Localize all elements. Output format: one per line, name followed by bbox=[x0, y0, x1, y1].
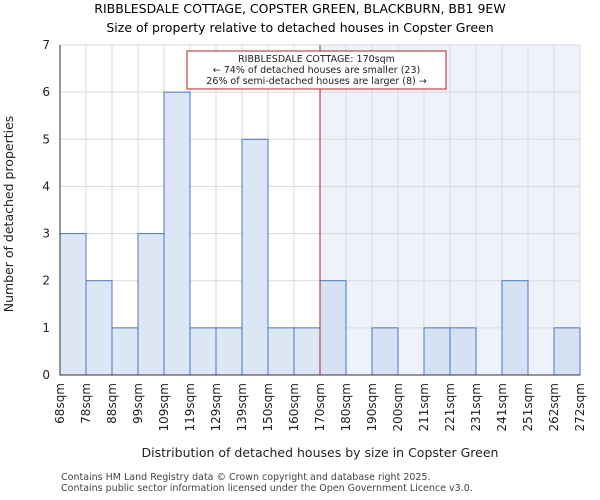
bar bbox=[449, 327, 477, 376]
x-tick-label: 221sqm bbox=[443, 383, 457, 431]
x-tick-label: 119sqm bbox=[183, 383, 197, 431]
bar bbox=[293, 327, 321, 376]
x-tick-label: 78sqm bbox=[79, 383, 93, 424]
x-tick-label: 200sqm bbox=[391, 383, 405, 431]
bar bbox=[137, 233, 165, 376]
x-tick-label: 180sqm bbox=[339, 383, 353, 431]
annotation-text: 26% of semi-detached houses are larger (… bbox=[206, 76, 426, 87]
annotation-text: ← 74% of detached houses are smaller (23… bbox=[213, 65, 420, 76]
y-tick-label: 0 bbox=[42, 368, 50, 382]
y-tick-label: 5 bbox=[42, 132, 50, 146]
y-tick-label: 6 bbox=[42, 85, 50, 99]
x-axis-label: Distribution of detached houses by size … bbox=[142, 445, 499, 460]
bar bbox=[163, 91, 191, 376]
bar bbox=[111, 327, 139, 376]
bar bbox=[59, 233, 87, 376]
bar bbox=[241, 138, 269, 376]
x-tick-label: 129sqm bbox=[209, 383, 223, 431]
bar bbox=[85, 280, 113, 376]
plot-area: 0 1 2 3 4 5 6 7 68sqm 78sqm 88sqm 99sqm 109sqm 119sqm… bbox=[42, 38, 587, 431]
bar bbox=[267, 327, 295, 376]
y-tick-label: 2 bbox=[42, 274, 50, 288]
x-tick-label: 190sqm bbox=[365, 383, 379, 431]
x-tick-label: 262sqm bbox=[547, 383, 561, 431]
footer-line-1: Contains HM Land Registry data © Crown c… bbox=[61, 472, 431, 483]
y-axis-label: Number of detached properties bbox=[1, 116, 16, 313]
x-tick-label: 241sqm bbox=[495, 383, 509, 431]
x-tick-label: 231sqm bbox=[469, 383, 483, 431]
x-tick-label: 251sqm bbox=[521, 383, 535, 431]
y-tick-label: 7 bbox=[42, 38, 50, 52]
x-tick-label: 150sqm bbox=[261, 383, 275, 431]
x-tick-label: 272sqm bbox=[573, 383, 587, 431]
bar bbox=[423, 327, 451, 376]
bar bbox=[215, 327, 243, 376]
annotation-text: RIBBLESDALE COTTAGE: 170sqm bbox=[238, 54, 395, 65]
bar bbox=[189, 327, 217, 376]
bar bbox=[553, 327, 581, 376]
x-tick-label: 68sqm bbox=[53, 383, 67, 424]
y-tick-label: 1 bbox=[42, 321, 50, 335]
bar bbox=[371, 327, 399, 376]
chart-title: RIBBLESDALE COTTAGE, COPSTER GREEN, BLAC… bbox=[94, 1, 505, 16]
chart-subtitle: Size of property relative to detached ho… bbox=[106, 20, 493, 35]
x-tick-label: 211sqm bbox=[417, 383, 431, 431]
x-tick-label: 99sqm bbox=[131, 383, 145, 424]
x-tick-label: 109sqm bbox=[157, 383, 171, 431]
x-tick-label: 88sqm bbox=[105, 383, 119, 424]
annotation-box bbox=[186, 50, 447, 90]
x-tick-label: 170sqm bbox=[313, 383, 327, 431]
x-tick-label: 160sqm bbox=[287, 383, 301, 431]
footer-line-2: Contains public sector information licen… bbox=[61, 483, 473, 494]
bar bbox=[501, 280, 529, 376]
y-tick-label: 4 bbox=[42, 179, 50, 193]
bar bbox=[319, 280, 347, 376]
y-tick-label: 3 bbox=[42, 227, 50, 241]
x-tick-label: 139sqm bbox=[235, 383, 249, 431]
